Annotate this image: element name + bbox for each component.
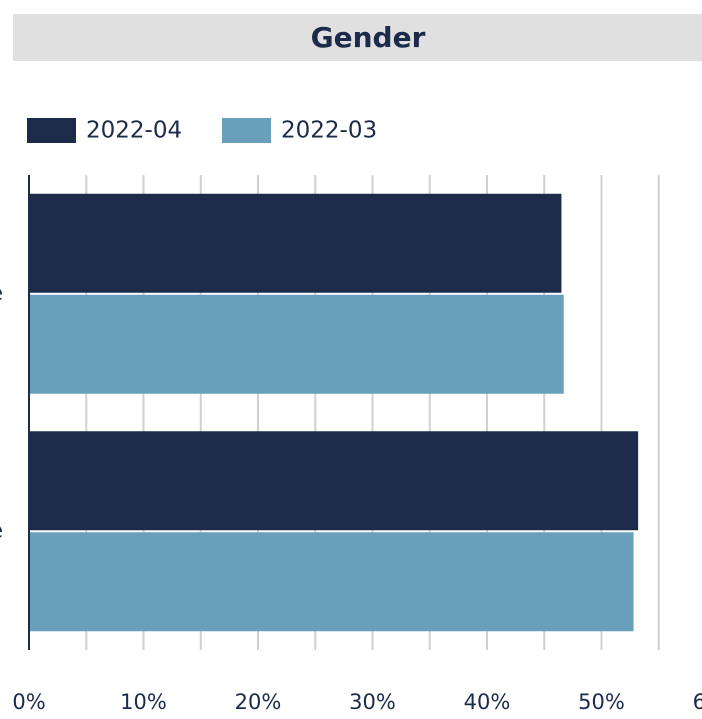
chart-title: Gender (311, 21, 426, 54)
y-tick-label: e (0, 518, 3, 542)
x-tick-label: 50% (578, 690, 625, 714)
x-tick-label: 30% (349, 690, 396, 714)
x-tick-label: 0% (12, 690, 45, 714)
legend-swatch (27, 118, 76, 143)
bar (29, 431, 639, 531)
x-tick-label: 20% (235, 690, 282, 714)
x-tick-label: 40% (464, 690, 511, 714)
y-tick-label: e (0, 281, 3, 305)
title-bar (13, 14, 702, 61)
bar (29, 532, 634, 632)
legend-label: 2022-04 (86, 118, 182, 144)
bar (29, 294, 564, 394)
bar (29, 193, 562, 293)
legend-label: 2022-03 (281, 118, 377, 144)
x-tick-label: 10% (120, 690, 167, 714)
x-tick-label: 60% (693, 690, 702, 714)
legend-swatch (222, 118, 271, 143)
